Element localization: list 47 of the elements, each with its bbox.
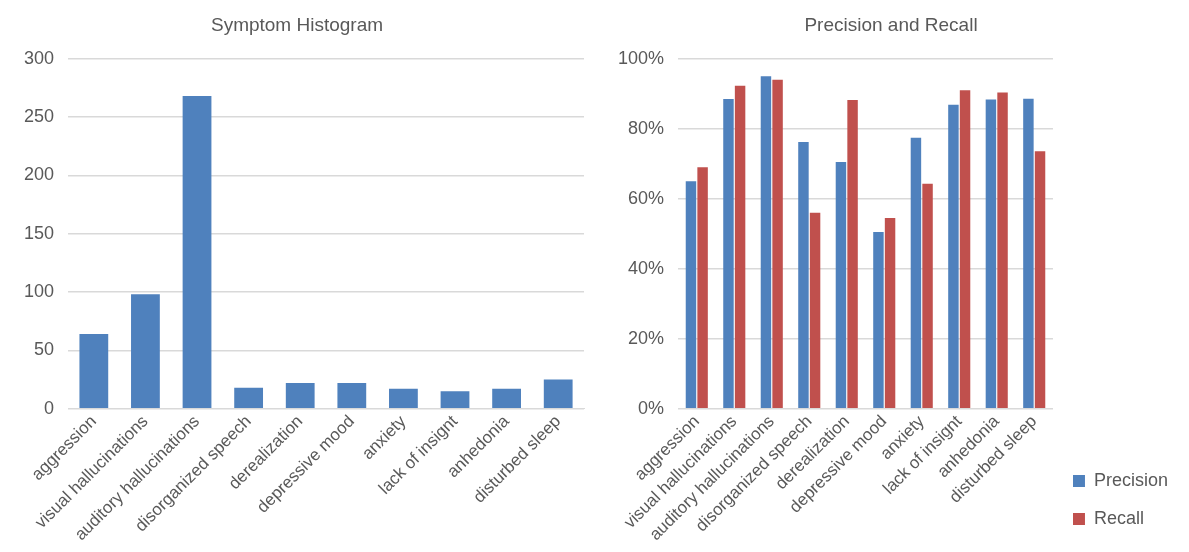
y-tick-label: 80% [628, 117, 665, 138]
bar [492, 388, 521, 408]
y-tick-label: 20% [628, 327, 665, 348]
bar [543, 379, 573, 408]
y-tick-label: 40% [628, 257, 665, 278]
bar [440, 391, 470, 408]
bar [873, 231, 884, 408]
bar [959, 90, 971, 408]
bar [772, 79, 783, 408]
y-tick-label: 300 [23, 47, 55, 68]
bar [79, 334, 109, 408]
y-tick-label: 250 [23, 106, 55, 127]
bar [985, 99, 997, 408]
bar [723, 99, 734, 408]
bar [997, 92, 1008, 408]
bar [922, 183, 933, 408]
bar [835, 162, 847, 408]
bar [734, 85, 746, 408]
bar [1023, 98, 1034, 408]
bar [1034, 151, 1046, 408]
y-tick-label: 0% [638, 397, 665, 418]
bar [760, 76, 772, 408]
bar [948, 104, 959, 408]
bar [798, 142, 809, 408]
bar [884, 217, 896, 408]
y-tick-label: 60% [628, 187, 665, 208]
bar [337, 382, 367, 408]
bar [697, 167, 708, 408]
bar [234, 387, 264, 408]
legend-label: Precision [1093, 469, 1168, 490]
y-tick-label: 200 [23, 164, 55, 185]
bar [910, 137, 922, 408]
bar [131, 294, 160, 408]
legend-label: Recall [1093, 507, 1144, 528]
chart-title: Symptom Histogram [210, 13, 384, 35]
bar [809, 212, 821, 408]
y-tick-label: 50 [34, 339, 55, 360]
bar [847, 100, 858, 408]
bar [389, 388, 418, 408]
y-tick-label: 150 [23, 222, 55, 243]
bar [182, 96, 212, 408]
chart-title: Precision and Recall [804, 13, 978, 35]
y-tick-label: 100% [617, 47, 665, 68]
y-tick-label: 0 [44, 397, 55, 418]
bar [285, 382, 315, 408]
y-tick-label: 100 [23, 280, 55, 301]
bar [685, 181, 697, 408]
